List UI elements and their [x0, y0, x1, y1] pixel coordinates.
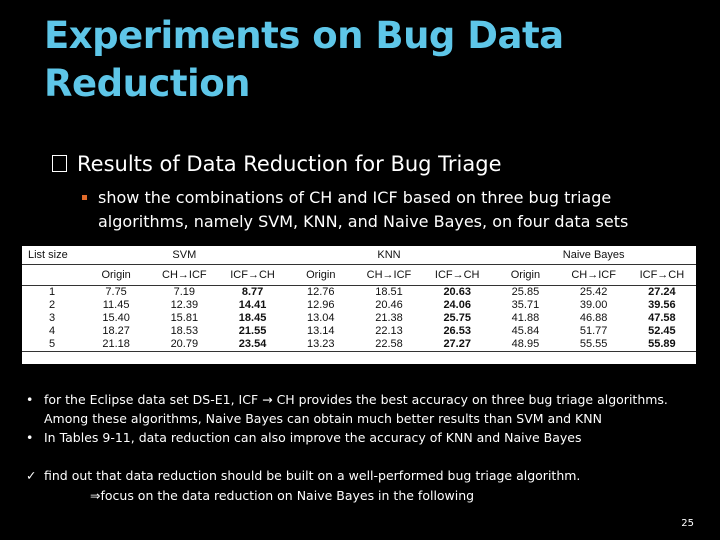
table-cell: 20.46 [375, 299, 403, 311]
table-cell: 51.77 [579, 325, 608, 337]
sub-bullet-text: show the combinations of CH and ICF base… [98, 188, 629, 231]
slide-title-line-1: Experiments on Bug Data [44, 14, 564, 57]
table-cell: 25.42 [579, 286, 608, 298]
table-cell: 15.81 [170, 312, 199, 324]
table-cell: 7.75 [105, 286, 127, 298]
checkbox-bullet-icon [52, 155, 67, 172]
table-cell: 18.45 [238, 312, 267, 324]
table-row: 5 21.18 20.79 23.54 13.23 22.58 27.27 48… [22, 338, 696, 352]
table-cell: 22.13 [375, 325, 403, 337]
table-cell: 55.89 [627, 338, 696, 352]
column-header: ICF→CH [423, 264, 492, 286]
table-cell: 48.95 [491, 338, 560, 352]
column-header: CH→ICF [559, 264, 628, 286]
bullet-dot-icon: • [26, 430, 34, 445]
group-header-knn: KNN [286, 246, 492, 265]
findings-list: • for the Eclipse data set DS-E1, ICF → … [26, 390, 706, 447]
column-header-blank [22, 264, 82, 286]
checkmark-icon: ✓ [26, 468, 37, 483]
table-row: 3 15.40 15.81 18.45 13.04 21.38 25.75 41… [22, 312, 696, 325]
table-cell: 13.23 [286, 338, 355, 352]
table-cell: 45.84 [511, 325, 540, 337]
section-heading: Results of Data Reduction for Bug Triage [52, 150, 692, 178]
table-cell: 1 [48, 286, 56, 298]
column-header: Origin [286, 264, 355, 286]
table-cell: 13.14 [307, 325, 335, 337]
table-cell: 12.96 [307, 299, 335, 311]
table-row: 4 18.27 18.53 21.55 13.14 22.13 26.53 45… [22, 325, 696, 338]
sub-bullet: show the combinations of CH and ICF base… [82, 186, 682, 234]
list-item-text: In Tables 9-11, data reduction can also … [44, 430, 582, 445]
page-number: 25 [681, 518, 694, 529]
table-cell: 8.77 [241, 286, 264, 298]
table-cell: 20.63 [443, 286, 471, 298]
table-cell: 21.55 [238, 325, 267, 337]
column-header: CH→ICF [354, 264, 424, 286]
list-item: • for the Eclipse data set DS-E1, ICF → … [26, 390, 706, 428]
group-header-naive-bayes: Naive Bayes [491, 246, 696, 265]
table-cell: 7.19 [173, 286, 196, 298]
bullet-dot-icon: • [26, 392, 34, 407]
table-cell: 46.88 [579, 312, 608, 324]
column-header: CH→ICF [150, 264, 219, 286]
table-cell: 52.45 [648, 325, 676, 337]
conclusion: ✓ find out that data reduction should be… [26, 466, 706, 506]
table-cell: 39.56 [648, 299, 676, 311]
conclusion-followup-text: ⇒focus on the data reduction on Naive Ba… [90, 488, 475, 503]
table-row: 1 7.75 7.19 8.77 12.76 18.51 20.63 25.85… [22, 286, 696, 300]
table-row: 2 11.45 12.39 14.41 12.96 20.46 24.06 35… [22, 299, 696, 312]
table-cell: 14.41 [238, 299, 267, 311]
table-cell: 25.75 [443, 312, 471, 324]
table-cell: 21.38 [375, 312, 403, 324]
list-item-text: for the Eclipse data set DS-E1, ICF → CH… [44, 392, 668, 426]
section-heading-text: Results of Data Reduction for Bug Triage [77, 152, 502, 176]
table-cell: 15.40 [102, 312, 130, 324]
square-bullet-icon [82, 195, 87, 200]
slide-title: Experiments on Bug Data Reduction [44, 12, 684, 108]
table-cell: 25.85 [511, 286, 540, 298]
table-cell: 47.58 [648, 312, 676, 324]
table-cell: 27.24 [648, 286, 676, 298]
table-cell: 13.04 [307, 312, 335, 324]
slide-title-line-2: Reduction [44, 62, 250, 105]
table-cell: 26.53 [443, 325, 471, 337]
table-cell: 41.88 [511, 312, 540, 324]
table-cell: 23.54 [218, 338, 287, 352]
column-header: ICF→CH [218, 264, 287, 286]
table-cell: 20.79 [150, 338, 219, 352]
conclusion-text: find out that data reduction should be b… [44, 468, 581, 483]
table-cell: 2 [48, 299, 56, 311]
column-header: Origin [82, 264, 151, 286]
table-cell: 24.06 [443, 299, 471, 311]
table-cell: 39.00 [579, 299, 608, 311]
table-cell: 5 [22, 338, 82, 352]
column-header: Origin [491, 264, 560, 286]
list-size-header: List size [22, 246, 82, 265]
table-cell: 18.51 [375, 286, 403, 298]
table-cell: 18.27 [102, 325, 130, 337]
group-header-svm: SVM [82, 246, 287, 265]
table-cell: 18.53 [170, 325, 199, 337]
table-cell: 3 [48, 312, 56, 324]
table-cell: 21.18 [82, 338, 151, 352]
results-table: List size SVM KNN Naive Bayes Origin CH→… [22, 246, 696, 364]
column-header: ICF→CH [627, 264, 696, 286]
table-cell: 4 [48, 325, 56, 337]
table-cell: 55.55 [559, 338, 628, 352]
table-cell: 11.45 [102, 299, 130, 311]
table-cell: 12.76 [307, 286, 335, 298]
list-item: • In Tables 9-11, data reduction can als… [26, 428, 706, 447]
table-cell: 22.58 [354, 338, 424, 352]
table-cell: 27.27 [423, 338, 492, 352]
table-cell: 12.39 [170, 299, 199, 311]
table-cell: 35.71 [511, 299, 540, 311]
